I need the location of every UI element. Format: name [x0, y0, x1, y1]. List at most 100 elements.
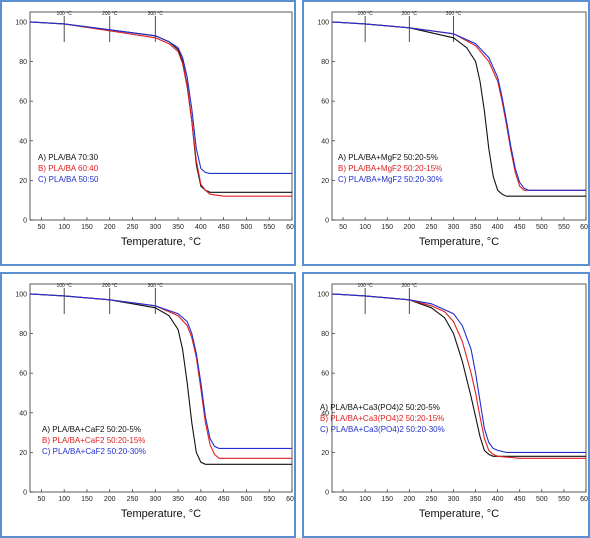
y-tick-label: 0: [325, 218, 329, 225]
y-tick-label: 100: [317, 19, 329, 26]
chart-panel-1: 50 100 150 200 250 300 350 400 450 500 550 600 0 20 40…: [0, 0, 296, 266]
x-tick-label: 200: [403, 224, 415, 231]
x-tick-label: 350: [172, 496, 184, 503]
x-tick-label: 150: [381, 496, 393, 503]
y-tick-label: 20: [19, 178, 27, 185]
y-tick-label: 100: [317, 291, 329, 298]
series-line: [331, 21, 586, 191]
legend-entry: A) PLA/BA+Ca3(PO4)2 50:20-5%: [320, 403, 440, 412]
x-axis-label: Temperature, °C: [120, 508, 202, 520]
x-tick-label: 100: [359, 496, 371, 503]
x-tick-label: 350: [172, 224, 184, 231]
x-tick-label: 250: [127, 224, 139, 231]
legend: A) PLA/BA+CaF2 50:20-5% B) PLA/BA+CaF2 50…: [42, 424, 146, 457]
temperature-marker-label: 100 °C: [357, 283, 373, 289]
y-tick-label: 60: [19, 371, 27, 378]
series-line: [29, 293, 292, 465]
y-tick-label: 80: [321, 59, 329, 66]
temperature-marker-label: 200 °C: [102, 11, 118, 17]
y-tick-label: 20: [321, 450, 329, 457]
x-tick-label: 50: [339, 496, 347, 503]
y-tick-label: 40: [321, 410, 329, 417]
x-tick-label: 450: [218, 496, 230, 503]
y-tick-label: 40: [19, 138, 27, 145]
temperature-marker-label: 100 °C: [57, 283, 73, 289]
x-tick-label: 200: [104, 224, 116, 231]
x-tick-label: 50: [339, 224, 347, 231]
y-tick-label: 80: [19, 59, 27, 66]
series-line: [29, 21, 292, 197]
legend-entry: B) PLA/BA+Ca3(PO4)2 50:20-15%: [320, 414, 445, 423]
x-tick-label: 550: [558, 224, 570, 231]
series-line: [331, 293, 586, 459]
x-tick-label: 600: [286, 224, 294, 231]
x-tick-label: 300: [149, 496, 161, 503]
y-tick-label: 0: [23, 490, 27, 497]
chart-svg: 50 100 150 200 250 300 350 400 450 500 550 600 0 20 40…: [317, 283, 588, 503]
legend-entry: C) PLA/BA+Ca3(PO4)2 50:20-30%: [320, 425, 445, 434]
plot-frame: [331, 11, 587, 221]
x-tick-label: 500: [241, 496, 253, 503]
series-line: [331, 21, 586, 197]
series-line: [29, 21, 292, 174]
x-axis-label: Temperature, °C: [418, 236, 500, 248]
x-tick-label: 550: [263, 496, 275, 503]
x-tick-label: 350: [470, 224, 482, 231]
chart-panel-2: 50 100 150 200 250 300 350 400 450 500 550 600 0 20 40…: [302, 0, 590, 266]
x-axis-label: Temperature, °C: [120, 236, 202, 248]
chart-svg: 50 100 150 200 250 300 350 400 450 500 550 600 0 20 40…: [15, 283, 294, 503]
x-tick-label: 400: [195, 224, 207, 231]
legend-entry: C) PLA/BA+CaF2 50:20-30%: [42, 447, 146, 456]
x-tick-label: 50: [37, 224, 45, 231]
x-tick-label: 100: [58, 224, 70, 231]
y-tick-label: 0: [23, 218, 27, 225]
legend-entry: A) PLA/BA 70:30: [38, 153, 99, 162]
x-tick-label: 300: [448, 496, 460, 503]
x-tick-label: 500: [536, 496, 548, 503]
x-tick-label: 150: [381, 224, 393, 231]
y-tick-label: 100: [15, 19, 27, 26]
x-tick-label: 600: [286, 496, 294, 503]
temperature-marker-label: 100 °C: [357, 11, 373, 17]
x-tick-label: 450: [218, 224, 230, 231]
y-tick-label: 80: [321, 331, 329, 338]
x-tick-label: 400: [492, 224, 504, 231]
legend-entry: B) PLA/BA 60:40: [38, 164, 99, 173]
y-tick-label: 80: [19, 331, 27, 338]
chart-svg: 50 100 150 200 250 300 350 400 450 500 550 600 0 20 40…: [317, 11, 588, 231]
temperature-marker-label: 300 °C: [446, 11, 462, 17]
x-tick-label: 300: [149, 224, 161, 231]
temperature-marker-label: 200 °C: [402, 283, 418, 289]
y-tick-label: 60: [321, 371, 329, 378]
x-tick-label: 450: [514, 496, 526, 503]
temperature-marker-label: 200 °C: [402, 11, 418, 17]
x-tick-label: 600: [580, 496, 588, 503]
y-tick-label: 20: [321, 178, 329, 185]
x-tick-label: 100: [58, 496, 70, 503]
x-tick-label: 250: [127, 496, 139, 503]
y-tick-label: 20: [19, 450, 27, 457]
y-tick-label: 100: [15, 291, 27, 298]
temperature-marker-label: 300 °C: [148, 283, 164, 289]
plot-frame: [29, 11, 293, 221]
x-tick-label: 550: [263, 224, 275, 231]
y-tick-label: 40: [19, 410, 27, 417]
x-tick-label: 400: [492, 496, 504, 503]
x-tick-label: 150: [81, 224, 93, 231]
x-tick-label: 550: [558, 496, 570, 503]
y-tick-label: 60: [321, 99, 329, 106]
x-axis-label: Temperature, °C: [418, 508, 500, 520]
y-tick-label: 40: [321, 138, 329, 145]
x-tick-label: 100: [359, 224, 371, 231]
x-tick-label: 200: [403, 496, 415, 503]
series-line: [331, 293, 586, 453]
x-tick-label: 250: [426, 496, 438, 503]
legend-entry: C) PLA/BA+MgF2 50:20-30%: [338, 175, 443, 184]
legend-entry: B) PLA/BA+MgF2 50:20-15%: [338, 164, 443, 173]
plot-frame: [29, 283, 293, 493]
legend: A) PLA/BA 70:30 B) PLA/BA 60:40 C) PLA/BA …: [38, 152, 98, 185]
y-tick-label: 60: [19, 99, 27, 106]
temperature-marker-label: 200 °C: [102, 283, 118, 289]
x-tick-label: 250: [426, 224, 438, 231]
